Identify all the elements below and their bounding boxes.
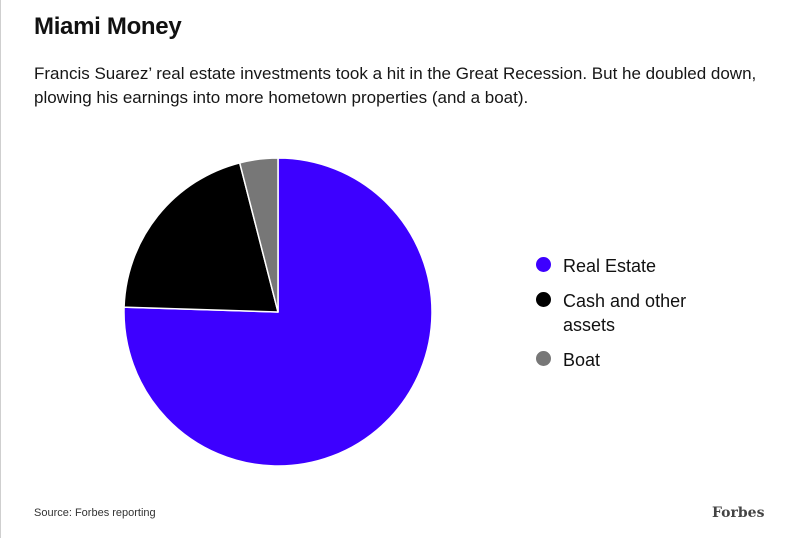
legend-label: Real Estate [563,256,657,276]
legend-label: Boat [563,350,601,370]
legend-swatch [536,351,551,366]
chart-legend: Real Estate Cash and other assets Boat [536,254,756,383]
chart-subtitle: Francis Suarez’ real estate investments … [34,64,757,107]
legend-swatch [536,292,551,307]
legend-item: Cash and other assets [536,289,756,337]
frame-edge [0,0,1,538]
legend-swatch [536,257,551,272]
legend-label: Cash and other assets [563,291,687,335]
pie-slice-boat [238,157,279,313]
legend-item: Real Estate [536,254,756,278]
legend-item: Boat [536,348,756,372]
pie-slice-cash-and-other-assets [123,162,279,313]
chart-title: Miami Money [34,13,182,40]
forbes-logo: Forbes [712,505,765,521]
source-note: Source: Forbes reporting [34,507,156,519]
